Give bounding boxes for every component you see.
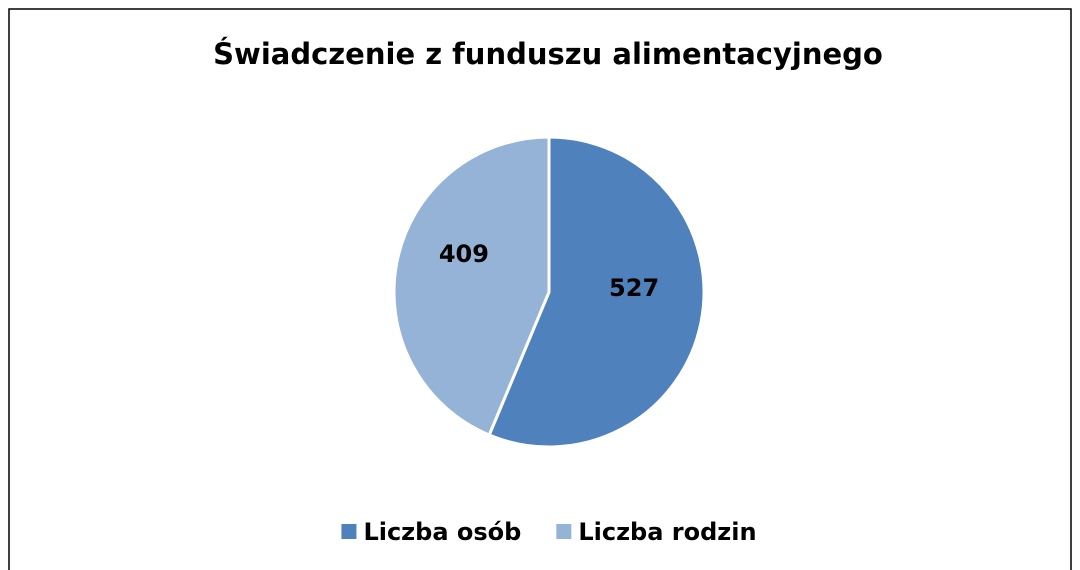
legend: Liczba osób Liczba rodzin: [341, 518, 757, 546]
legend-swatch: [556, 524, 572, 539]
pie-slice: [392, 135, 551, 437]
legend-label: Liczba osób: [363, 518, 521, 546]
chart-title: Świadczenie z funduszu alimentacyjnego: [213, 37, 883, 71]
pie-slice: [487, 135, 706, 449]
data-label: 527: [609, 274, 659, 302]
data-label: 409: [439, 240, 489, 268]
legend-swatch: [341, 524, 357, 539]
legend-label: Liczba rodzin: [578, 518, 756, 546]
